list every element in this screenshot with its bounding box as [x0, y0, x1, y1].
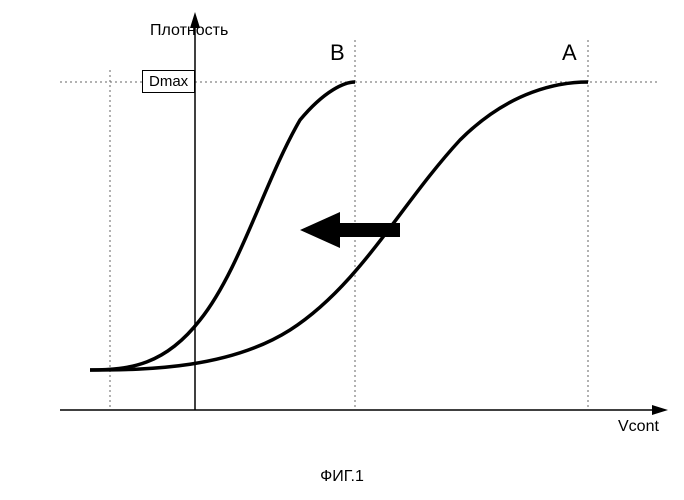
curve-label-a: A: [562, 40, 577, 66]
x-axis-label: Vcont: [618, 418, 659, 436]
chart-container: Плотность Vcont Dmax B A ФИГ.1: [0, 0, 684, 500]
curve-label-b: B: [330, 40, 345, 66]
x-axis-arrow: [652, 405, 668, 415]
dmax-label: Dmax: [142, 70, 195, 93]
y-axis-label: Плотность: [150, 22, 228, 40]
chart-svg: [0, 0, 684, 500]
figure-caption: ФИГ.1: [0, 468, 684, 486]
shift-arrow-head: [300, 212, 340, 248]
